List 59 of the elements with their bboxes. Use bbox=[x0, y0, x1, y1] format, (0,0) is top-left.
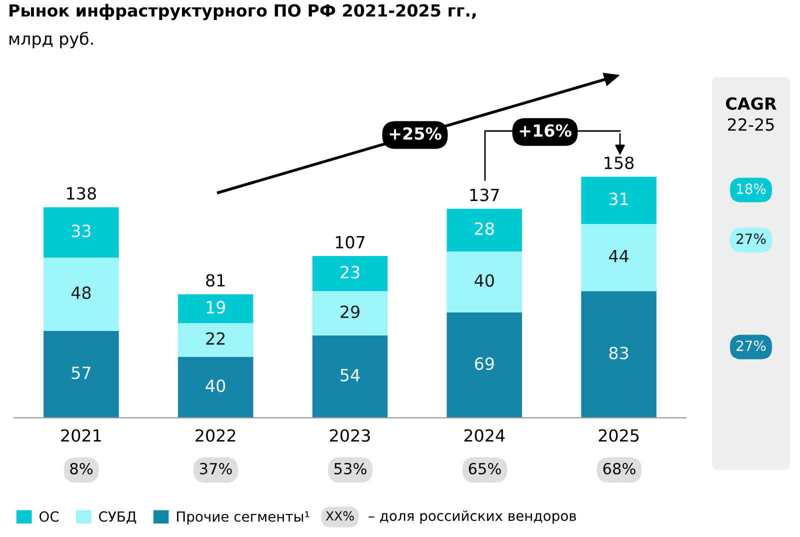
text: XX% bbox=[326, 511, 354, 521]
data-label: 28 bbox=[475, 222, 494, 235]
data-label: 22 bbox=[206, 332, 225, 345]
text: 22-25 bbox=[728, 118, 774, 131]
text: 37% bbox=[200, 462, 232, 474]
total-label: 137 bbox=[470, 188, 499, 202]
text: 27% bbox=[736, 340, 766, 352]
total-label: 81 bbox=[206, 274, 225, 287]
data-label: 44 bbox=[609, 250, 628, 262]
x-tick-label: 2025 bbox=[598, 429, 639, 442]
total-label: 158 bbox=[604, 156, 634, 170]
bar bbox=[581, 176, 656, 224]
text: +25% bbox=[390, 127, 442, 140]
bar bbox=[581, 224, 656, 292]
legend-label: СУБД bbox=[99, 511, 136, 524]
data-label: 83 bbox=[609, 346, 628, 360]
x-tick-label: 2022 bbox=[196, 429, 236, 442]
total-label: 107 bbox=[336, 236, 364, 249]
data-label: 57 bbox=[72, 366, 90, 380]
bar bbox=[44, 330, 119, 418]
bar bbox=[446, 251, 522, 313]
text: 53% bbox=[334, 462, 366, 474]
bar bbox=[178, 323, 254, 357]
text: +16% bbox=[520, 124, 572, 137]
chart-title: Рынок инфраструктурного ПО РФ 2021-2025 гг., bbox=[10, 4, 476, 20]
bar bbox=[312, 256, 388, 292]
data-label: 40 bbox=[474, 274, 494, 287]
data-label: 54 bbox=[340, 369, 360, 382]
bar bbox=[178, 356, 254, 418]
data-label: 69 bbox=[474, 357, 494, 370]
text: CAGR bbox=[726, 97, 776, 110]
chart-subtitle: млрд руб. bbox=[10, 32, 93, 48]
text: 8% bbox=[70, 462, 93, 474]
text: 68% bbox=[603, 462, 636, 474]
data-label: 33 bbox=[72, 224, 90, 238]
bar bbox=[446, 208, 522, 252]
text: 27% bbox=[736, 234, 766, 244]
x-tick-label: 2024 bbox=[464, 429, 505, 442]
bar bbox=[44, 207, 119, 258]
data-label: 40 bbox=[206, 380, 226, 392]
bar bbox=[312, 291, 388, 336]
bar bbox=[581, 291, 656, 418]
text: 65% bbox=[468, 462, 501, 474]
legend-label: Прочие сегменты¹ bbox=[177, 511, 310, 524]
x-tick-label: 2021 bbox=[61, 429, 101, 442]
bar bbox=[446, 312, 522, 418]
data-label: 48 bbox=[71, 286, 91, 300]
text: 18% bbox=[737, 184, 766, 194]
data-label: 31 bbox=[609, 192, 628, 206]
total-label: 138 bbox=[67, 187, 96, 200]
legend-label: ОС bbox=[40, 511, 59, 522]
text: – доля российских вендоров bbox=[368, 510, 576, 524]
bar bbox=[312, 335, 388, 418]
bar bbox=[44, 258, 119, 331]
data-label: 29 bbox=[340, 305, 360, 318]
data-label: 19 bbox=[206, 300, 226, 314]
x-tick-label: 2023 bbox=[330, 429, 370, 442]
bar bbox=[178, 294, 254, 324]
data-label: 23 bbox=[340, 266, 360, 278]
